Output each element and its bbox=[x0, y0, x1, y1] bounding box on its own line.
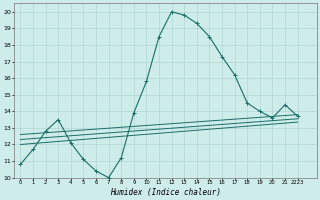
X-axis label: Humidex (Indice chaleur): Humidex (Indice chaleur) bbox=[110, 188, 221, 197]
